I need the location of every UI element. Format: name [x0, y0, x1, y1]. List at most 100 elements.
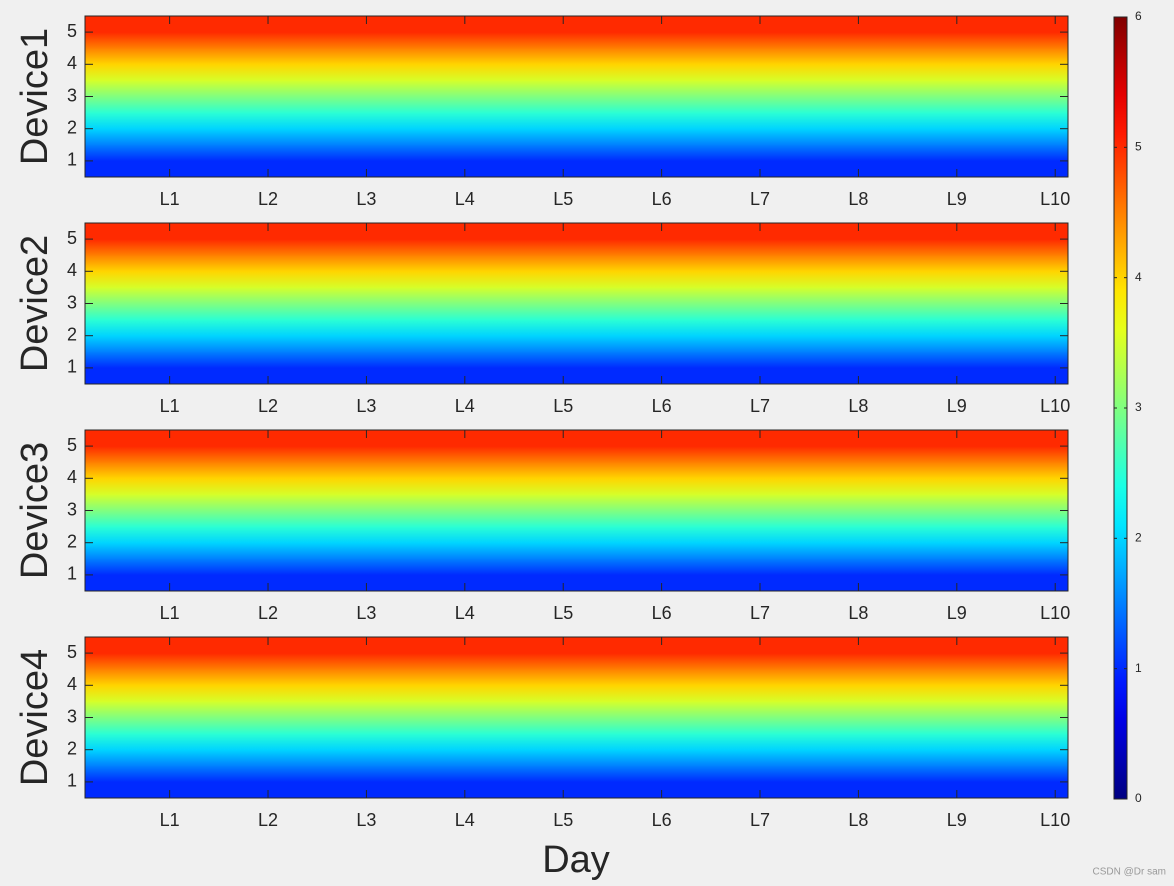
- heatmap-cell: [1006, 16, 1069, 49]
- heatmap-cell: [85, 319, 220, 353]
- heatmap-cell: [85, 669, 220, 702]
- heatmap-cell: [1006, 701, 1069, 735]
- colorbar-tick-label: 2: [1135, 531, 1142, 545]
- heatmap-cell: [415, 80, 515, 114]
- colorbar-tick-label: 0: [1135, 791, 1142, 805]
- heatmap-cell: [612, 462, 712, 495]
- x-tick-label: L9: [947, 189, 967, 209]
- heatmap-cell: [317, 48, 417, 81]
- heatmap-cell: [710, 112, 810, 146]
- heatmap-cell: [612, 48, 712, 81]
- heatmap-cell: [85, 48, 220, 81]
- heatmap-cell: [218, 494, 318, 528]
- heatmap-cell: [85, 701, 220, 735]
- heatmap-cell: [85, 287, 220, 321]
- x-tick-label: L2: [258, 810, 278, 830]
- heatmap-cell: [612, 669, 712, 702]
- heatmap-cell: [85, 223, 220, 256]
- x-tick-label: L4: [455, 810, 475, 830]
- y-tick-label: 5: [67, 642, 77, 662]
- heatmap-cell: [809, 319, 909, 353]
- x-tick-label: L10: [1040, 396, 1070, 416]
- heatmap-cell: [710, 494, 810, 528]
- y-tick-label: 3: [67, 292, 77, 312]
- heatmap-cell: [415, 287, 515, 321]
- heatmap-cell: [612, 733, 712, 767]
- heatmap-cell: [710, 526, 810, 560]
- heatmap-cell: [514, 462, 613, 495]
- x-tick-label: L10: [1040, 189, 1070, 209]
- heatmap-cell: [710, 669, 810, 702]
- x-tick-label: L2: [258, 189, 278, 209]
- heatmap-cell: [1006, 558, 1069, 592]
- heatmap-cell: [612, 80, 712, 114]
- heatmap-cell: [85, 733, 220, 767]
- heatmap-cell: [85, 144, 220, 178]
- heatmap-cell: [907, 494, 1007, 528]
- heatmap-cell: [809, 112, 909, 146]
- heatmap-cell: [317, 526, 417, 560]
- heatmap-cell: [809, 701, 909, 735]
- heatmap-cell: [317, 80, 417, 114]
- heatmap-cell: [514, 733, 613, 767]
- heatmap-cell: [809, 48, 909, 81]
- colorbar-tick-label: 1: [1135, 661, 1142, 675]
- heatmap-cell: [218, 287, 318, 321]
- heatmap-cell: [907, 112, 1007, 146]
- heatmap-cell: [514, 701, 613, 735]
- heatmap-cell: [612, 255, 712, 288]
- heatmap-cell: [710, 80, 810, 114]
- heatmap-cell: [907, 462, 1007, 495]
- heatmap-cell: [415, 255, 515, 288]
- heatmap-cell: [514, 80, 613, 114]
- heatmap-cell: [218, 701, 318, 735]
- heatmap-cell: [218, 462, 318, 495]
- heatmap-cell: [218, 112, 318, 146]
- heatmap-cell: [514, 48, 613, 81]
- x-tick-label: L7: [750, 810, 770, 830]
- heatmap-cell: [317, 462, 417, 495]
- heatmap-cell: [415, 462, 515, 495]
- heatmap-cell: [809, 669, 909, 702]
- heatmap-cell: [85, 80, 220, 114]
- y-axis-label: Device4: [14, 649, 56, 786]
- heatmap-cell: [710, 48, 810, 81]
- y-tick-label: 2: [67, 531, 77, 551]
- heatmap-cell: [1006, 462, 1069, 495]
- y-tick-label: 5: [67, 228, 77, 248]
- heatmap-cell: [612, 112, 712, 146]
- colorbar-tick-label: 4: [1135, 270, 1142, 284]
- heatmap-cell: [218, 48, 318, 81]
- x-tick-label: L1: [160, 810, 180, 830]
- heatmap-cell: [85, 351, 220, 385]
- heatmap-cell: [514, 112, 613, 146]
- x-tick-label: L5: [553, 396, 573, 416]
- heatmap-cell: [1006, 669, 1069, 702]
- heatmap-cell: [809, 462, 909, 495]
- heatmap-cell: [809, 733, 909, 767]
- x-tick-label: L4: [455, 396, 475, 416]
- heatmap-cell: [1006, 351, 1069, 385]
- y-tick-label: 2: [67, 117, 77, 137]
- heatmap-cell: [85, 16, 220, 49]
- x-tick-label: L7: [750, 396, 770, 416]
- heatmap-cell: [85, 462, 220, 495]
- y-tick-label: 1: [67, 564, 77, 584]
- x-tick-label: L5: [553, 189, 573, 209]
- x-tick-label: L2: [258, 603, 278, 623]
- x-tick-label: L9: [947, 396, 967, 416]
- heatmap-cell: [85, 558, 220, 592]
- y-tick-label: 4: [67, 467, 77, 487]
- heatmap-cell: [907, 526, 1007, 560]
- y-tick-label: 1: [67, 150, 77, 170]
- x-tick-label: L7: [750, 603, 770, 623]
- heatmap-cell: [907, 255, 1007, 288]
- y-tick-label: 1: [67, 771, 77, 791]
- heatmap-cell: [415, 733, 515, 767]
- heatmap-cell: [415, 526, 515, 560]
- heatmap-cell: [1006, 526, 1069, 560]
- y-tick-label: 2: [67, 324, 77, 344]
- x-tick-label: L8: [848, 189, 868, 209]
- heatmap-cell: [710, 462, 810, 495]
- heatmap-cell: [415, 112, 515, 146]
